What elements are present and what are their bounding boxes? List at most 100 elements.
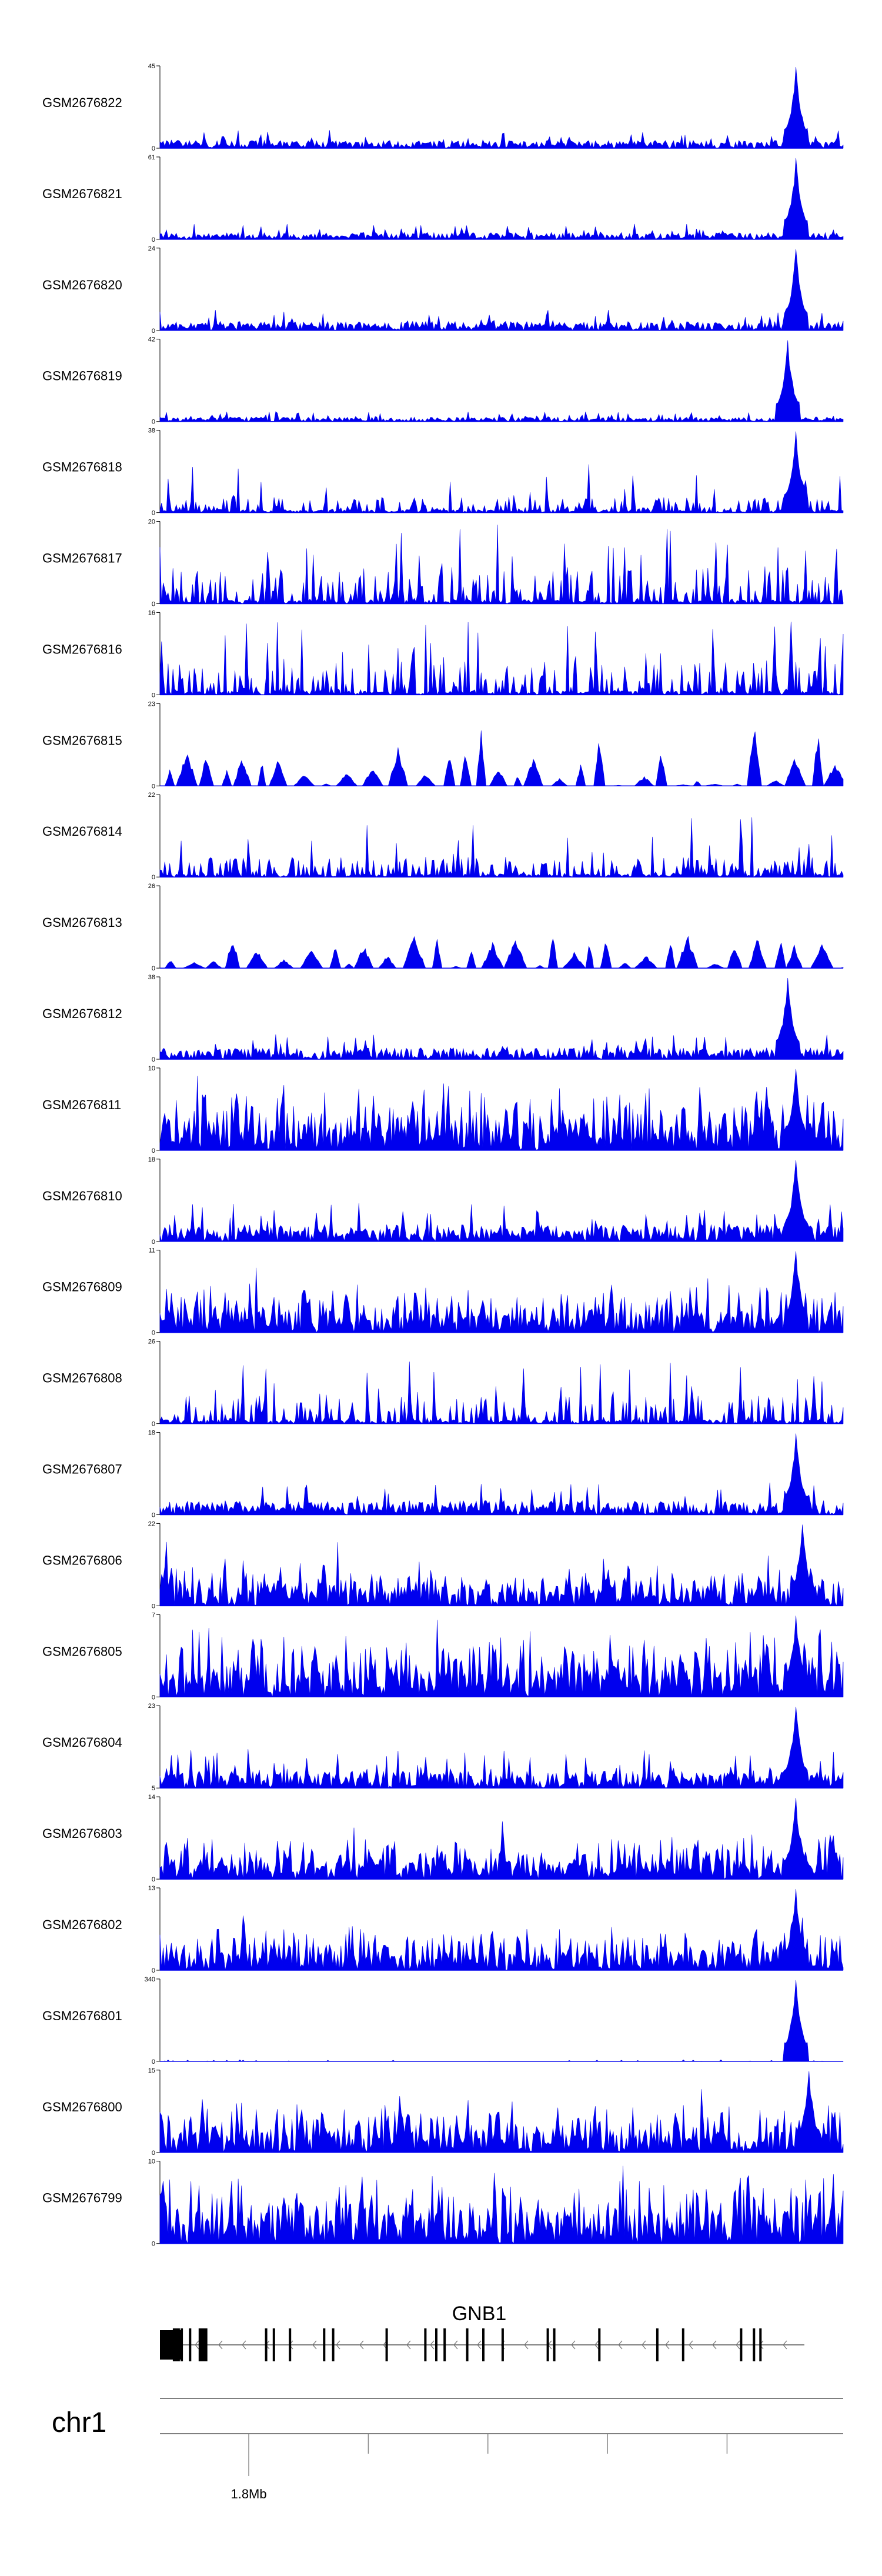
axis-tick-label: 1.8Mb bbox=[230, 2487, 266, 2501]
y-max-label: 7 bbox=[152, 1611, 155, 1619]
signal-area bbox=[159, 340, 844, 422]
y-max-label: 42 bbox=[148, 336, 155, 343]
gene-exon bbox=[443, 2328, 446, 2361]
signal-area bbox=[159, 1524, 844, 1607]
strand-arrow bbox=[218, 2340, 223, 2350]
gene-exon bbox=[681, 2328, 684, 2361]
y-max-label: 20 bbox=[148, 519, 155, 526]
track-label: GSM2676818 bbox=[42, 460, 122, 475]
y-min-label: 5 bbox=[152, 1785, 155, 1792]
track-label: GSM2676817 bbox=[42, 551, 122, 566]
y-min-label: 0 bbox=[152, 145, 155, 152]
signal-area bbox=[159, 1160, 844, 1242]
track: GSM2676810 18 0 bbox=[42, 1156, 844, 1246]
signal-area bbox=[159, 1616, 844, 1697]
y-max-label: 11 bbox=[149, 1247, 155, 1254]
y-min-label: 0 bbox=[152, 236, 155, 243]
y-min-label: 0 bbox=[152, 510, 155, 517]
strand-arrow bbox=[195, 2340, 199, 2350]
y-min-label: 0 bbox=[152, 874, 155, 881]
signal-area bbox=[160, 936, 844, 969]
track: GSM2676799 10 0 bbox=[42, 2158, 844, 2248]
gene-name: GNB1 bbox=[452, 2303, 507, 2325]
gene-exon bbox=[189, 2328, 192, 2361]
strand-arrow bbox=[689, 2340, 693, 2350]
strand-arrow bbox=[594, 2340, 599, 2350]
gene-exon bbox=[553, 2328, 556, 2361]
signal-area bbox=[159, 158, 844, 240]
y-max-label: 10 bbox=[148, 2158, 155, 2165]
y-min-label: 0 bbox=[152, 1239, 155, 1246]
y-min-label: 0 bbox=[152, 1056, 155, 1063]
gene-exon bbox=[198, 2328, 206, 2361]
signal-area bbox=[159, 249, 844, 331]
y-max-label: 15 bbox=[148, 2067, 155, 2074]
y-min-label: 0 bbox=[152, 1694, 155, 1701]
track-label: GSM2676805 bbox=[42, 1644, 122, 1659]
track: GSM2676809 11 0 bbox=[42, 1247, 844, 1337]
y-min-label: 0 bbox=[152, 1603, 155, 1610]
track: GSM2676814 22 0 bbox=[42, 792, 844, 881]
y-min-label: 0 bbox=[152, 2150, 155, 2157]
gene-exon bbox=[385, 2328, 388, 2361]
track-label: GSM2676800 bbox=[42, 2100, 122, 2114]
track: GSM2676811 10 0 bbox=[42, 1065, 844, 1154]
strand-arrow bbox=[242, 2340, 246, 2350]
gene-exon bbox=[482, 2328, 485, 2361]
y-min-label: 0 bbox=[152, 1421, 155, 1428]
signal-area bbox=[159, 977, 844, 1060]
signal-area bbox=[160, 730, 844, 787]
signal-area bbox=[159, 431, 844, 513]
strand-arrow bbox=[312, 2340, 317, 2350]
signal-area bbox=[159, 2165, 844, 2244]
track: GSM2676805 7 0 bbox=[42, 1611, 844, 1701]
y-max-label: 14 bbox=[148, 1794, 155, 1801]
y-max-label: 22 bbox=[148, 1520, 155, 1527]
strand-arrow bbox=[336, 2340, 340, 2350]
y-max-label: 26 bbox=[148, 883, 155, 890]
y-min-label: 0 bbox=[152, 692, 155, 699]
track-label: GSM2676813 bbox=[42, 915, 122, 930]
track-label: GSM2676816 bbox=[42, 642, 122, 656]
y-min-label: 0 bbox=[152, 2058, 155, 2066]
track: GSM2676820 24 0 bbox=[42, 245, 844, 335]
y-min-label: 0 bbox=[152, 1512, 155, 1519]
strand-arrow bbox=[712, 2340, 717, 2350]
track-label: GSM2676820 bbox=[42, 278, 122, 292]
gene-exon bbox=[205, 2328, 208, 2361]
y-max-label: 13 bbox=[148, 1885, 155, 1892]
track: GSM2676813 26 0 bbox=[42, 883, 844, 972]
gene-exon bbox=[181, 2328, 183, 2361]
chromosome-track: chr1 1.8Mb bbox=[52, 2398, 843, 2501]
gene-exon bbox=[656, 2328, 659, 2361]
track: GSM2676800 15 0 bbox=[42, 2067, 844, 2157]
y-max-label: 24 bbox=[148, 245, 155, 252]
y-min-label: 0 bbox=[152, 1147, 155, 1154]
gene-track: GNB1 bbox=[160, 2303, 804, 2361]
y-max-label: 22 bbox=[148, 792, 155, 799]
strand-arrow bbox=[665, 2340, 670, 2350]
track: GSM2676816 16 0 bbox=[42, 609, 844, 699]
signal-area bbox=[160, 1980, 844, 2062]
track-label: GSM2676822 bbox=[42, 95, 122, 110]
track-label: GSM2676804 bbox=[42, 1735, 122, 1750]
track: GSM2676808 26 0 bbox=[42, 1339, 844, 1428]
track-label: GSM2676808 bbox=[42, 1371, 122, 1386]
signal-area bbox=[159, 525, 844, 605]
track: GSM2676819 42 0 bbox=[42, 336, 844, 426]
signal-area bbox=[159, 1888, 844, 1971]
gene-exon bbox=[753, 2328, 756, 2361]
strand-arrow bbox=[618, 2340, 623, 2350]
track: GSM2676806 22 0 bbox=[42, 1520, 844, 1610]
gene-exon bbox=[323, 2328, 326, 2361]
strand-arrow bbox=[453, 2340, 458, 2350]
track-label: GSM2676815 bbox=[42, 733, 122, 748]
track-label: GSM2676814 bbox=[42, 824, 122, 839]
y-max-label: 16 bbox=[148, 609, 155, 616]
y-min-label: 0 bbox=[152, 1330, 155, 1337]
gene-exon bbox=[466, 2328, 469, 2361]
track-label: GSM2676809 bbox=[42, 1280, 122, 1294]
y-max-label: 38 bbox=[148, 428, 155, 435]
strand-arrow bbox=[736, 2340, 740, 2350]
y-max-label: 18 bbox=[148, 1430, 155, 1437]
